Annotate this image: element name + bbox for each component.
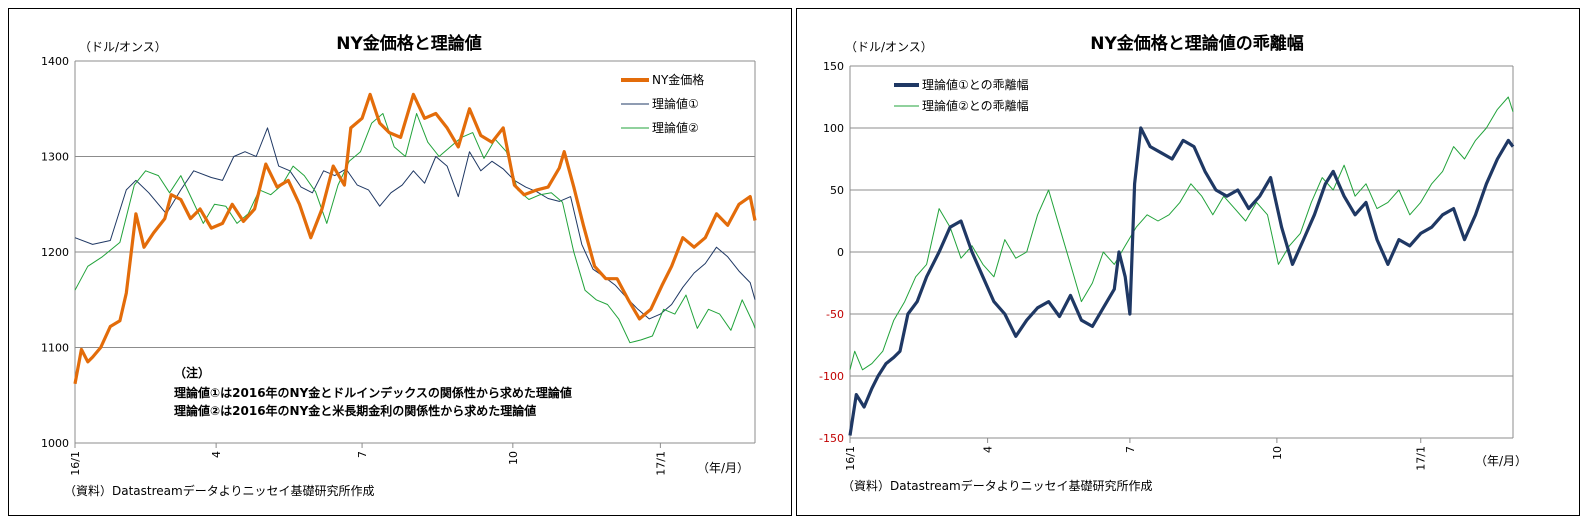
y-tick-label: 1400 xyxy=(41,55,69,68)
y-tick-label: -50 xyxy=(826,308,844,321)
y-tick-label: 100 xyxy=(823,122,844,135)
note-line-2: 理論値②は2016年のNY金と米長期金利の関係性から求めた理論値 xyxy=(174,403,536,418)
x-tick-label: 17/1 xyxy=(1415,446,1428,471)
chart-title: NY金価格と理論値の乖離幅 xyxy=(1090,33,1304,54)
source-note: （資料）Datastreamデータよりニッセイ基礎研究所作成 xyxy=(842,478,1152,493)
note-annotation: （注） 理論値①は2016年のNY金とドルインデックスの関係性から求めた理論値 … xyxy=(174,365,572,418)
y-unit-label: （ドル/オンス） xyxy=(79,40,167,54)
series-line-1 xyxy=(73,92,757,385)
y-tick-label: 1300 xyxy=(41,151,69,164)
gold-price-chart: NY金価格と理論値 （ドル/オンス） 10001100120013001400 … xyxy=(41,33,757,498)
x-tick-label: 10 xyxy=(1271,446,1284,460)
y-unit-label: （ドル/オンス） xyxy=(845,40,933,54)
legend: 理論値①との乖離幅 理論値②との乖離幅 xyxy=(894,77,1029,113)
y-tick-label: 50 xyxy=(830,184,844,197)
legend-label-theory2: 理論値②との乖離幅 xyxy=(922,98,1029,113)
series-line-3 xyxy=(74,113,756,344)
x-axis-ticks: 16/1 4 7 10 17/1 xyxy=(844,438,1428,471)
x-unit-label: （年/月） xyxy=(697,461,749,475)
x-unit-label: （年/月） xyxy=(1475,454,1527,468)
series-line-1 xyxy=(848,126,1515,436)
series-line-2 xyxy=(849,96,1514,371)
x-tick-label: 16/1 xyxy=(844,446,857,471)
chart-title: NY金価格と理論値 xyxy=(336,33,482,54)
legend-label-theory1: 理論値①との乖離幅 xyxy=(922,77,1029,92)
y-tick-label: -150 xyxy=(819,432,844,445)
x-tick-label: 10 xyxy=(507,451,520,465)
y-tick-label: -100 xyxy=(819,370,844,383)
x-tick-label: 7 xyxy=(1124,446,1137,453)
series-lines xyxy=(73,92,757,385)
x-tick-label: 17/1 xyxy=(654,451,667,476)
y-axis-ticks: -150 -100 -50 0 50 100 150 xyxy=(819,60,844,445)
x-axis-ticks: 16/1 4 7 10 17/1 xyxy=(69,443,667,476)
x-tick-label: 7 xyxy=(356,451,369,458)
note-title: （注） xyxy=(174,365,210,380)
y-tick-label: 1000 xyxy=(41,437,69,450)
gridlines xyxy=(74,60,756,444)
y-tick-label: 150 xyxy=(823,60,844,73)
y-tick-label: 0 xyxy=(837,246,844,259)
x-tick-label: 4 xyxy=(982,446,995,453)
deviation-chart: NY金価格と理論値の乖離幅 （ドル/オンス） -150 -100 -50 0 50 100… xyxy=(819,33,1527,493)
legend-label-theory1: 理論値① xyxy=(652,96,699,111)
x-tick-label: 4 xyxy=(210,451,223,458)
note-line-1: 理論値①は2016年のNY金とドルインデックスの関係性から求めた理論値 xyxy=(174,385,572,400)
chart-panel-left: NY金価格と理論値 （ドル/オンス） 1000 1100 1200 1300 1400 … xyxy=(8,8,792,516)
y-axis-ticks: 1000 1100 1200 1300 1400 xyxy=(41,55,69,450)
legend-label-gold: NY金価格 xyxy=(652,72,704,87)
y-tick-label: 1200 xyxy=(41,246,69,259)
source-note: （資料）Datastreamデータよりニッセイ基礎研究所作成 xyxy=(64,483,374,498)
chart-panel-right: NY金価格と理論値の乖離幅 （ドル/オンス） -150 -100 -50 0 50 100… xyxy=(796,8,1580,516)
series-lines xyxy=(848,96,1515,436)
legend-label-theory2: 理論値② xyxy=(652,120,699,135)
y-tick-label: 1100 xyxy=(41,342,69,355)
series-line-2 xyxy=(74,127,756,320)
x-tick-label: 16/1 xyxy=(69,451,82,476)
legend: NY金価格 理論値① 理論値② xyxy=(621,72,704,135)
gridlines xyxy=(849,65,1514,439)
